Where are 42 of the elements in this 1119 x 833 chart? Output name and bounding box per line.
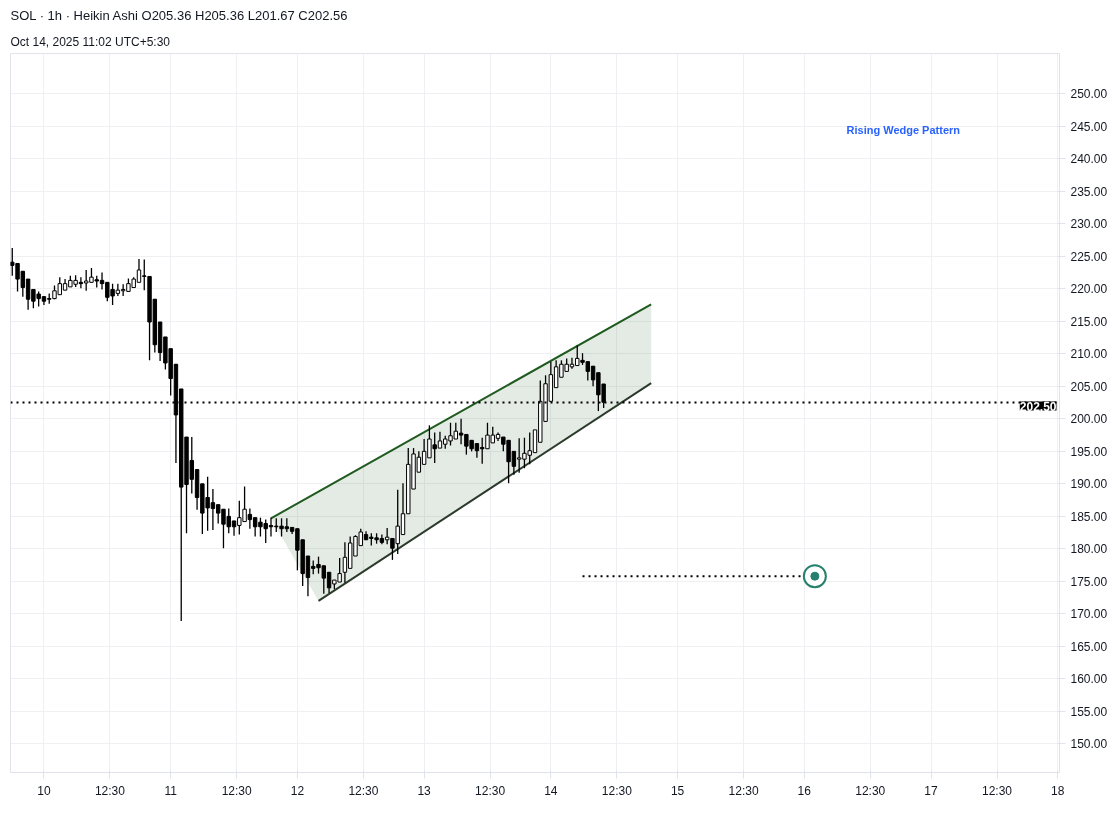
y-tick-label: 160.00 xyxy=(1070,672,1108,687)
y-tick-label: 245.00 xyxy=(1070,119,1108,134)
y-tick-label: 220.00 xyxy=(1070,282,1108,297)
x-tick-label: 17 xyxy=(924,783,939,798)
y-tick-label: 170.00 xyxy=(1070,607,1108,622)
y-tick-label: 205.00 xyxy=(1070,379,1108,394)
x-tick-label: 10 xyxy=(37,783,51,798)
x-tick-label: 15 xyxy=(670,783,685,798)
x-tick-label: 12:30 xyxy=(348,783,379,798)
x-tick-label: 12:30 xyxy=(855,783,886,798)
y-tick-label: 150.00 xyxy=(1070,737,1108,752)
annotation: Rising Wedge Pattern xyxy=(846,124,961,137)
ref-line-label: 202.50 xyxy=(1019,399,1057,414)
x-tick-label: 12:30 xyxy=(221,783,253,798)
y-tick-label: 235.00 xyxy=(1070,184,1108,199)
y-tick-label: 210.00 xyxy=(1070,347,1108,362)
y-tick-label: 185.00 xyxy=(1070,509,1108,524)
y-tick-label: 155.00 xyxy=(1070,704,1108,719)
x-tick-label: 12:30 xyxy=(728,783,759,798)
x-tick-label: 12 xyxy=(290,783,305,798)
y-tick-label: 215.00 xyxy=(1070,314,1108,329)
text: Oct 14, 2025 11:02 UTC+5:30 xyxy=(10,34,171,49)
x-tick-label: 12:30 xyxy=(601,783,633,798)
x-tick-label: 13 xyxy=(417,783,432,798)
y-tick-label: 180.00 xyxy=(1070,542,1108,557)
chart-title: SOL · 1h · Heikin Ashi O205.36 H205.36 L201.67 C202.56 xyxy=(10,7,348,23)
x-tick-label: 11 xyxy=(164,783,178,798)
y-tick-label: 230.00 xyxy=(1070,217,1108,232)
x-tick-label: 12:30 xyxy=(94,783,126,798)
x-tick-label: 18 xyxy=(1051,783,1065,798)
y-tick-label: 240.00 xyxy=(1070,152,1108,167)
x-tick-label: 16 xyxy=(797,783,812,798)
y-tick-label: 165.00 xyxy=(1070,639,1108,654)
y-tick-label: 250.00 xyxy=(1070,87,1108,102)
x-tick-label: 12:30 xyxy=(982,783,1013,798)
y-tick-label: 195.00 xyxy=(1070,444,1108,459)
y-tick-label: 190.00 xyxy=(1070,477,1108,492)
x-tick-label: 14 xyxy=(544,783,558,798)
y-tick-label: 175.00 xyxy=(1070,574,1108,589)
y-tick-label: 225.00 xyxy=(1070,249,1108,264)
y-tick-label: 200.00 xyxy=(1070,412,1108,427)
x-tick-label: 12:30 xyxy=(475,783,506,798)
